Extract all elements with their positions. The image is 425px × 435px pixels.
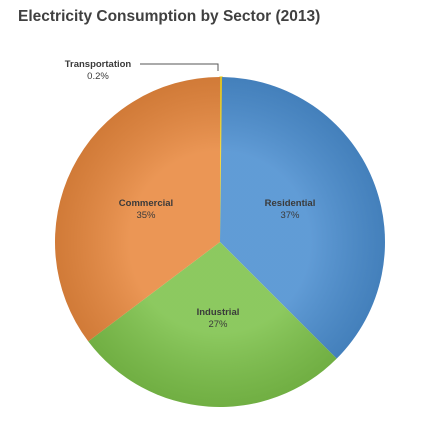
slice-value-residential: 37% [280, 210, 300, 221]
pie-slices [54, 76, 385, 408]
slice-label-residential: Residential [265, 198, 316, 209]
slice-label-industrial: Industrial [197, 307, 240, 318]
transportation-leader-line [140, 63, 219, 71]
slice-value-commercial: 35% [136, 210, 156, 221]
slice-value-industrial: 27% [208, 319, 228, 330]
slice-label-transportation: Transportation [65, 59, 132, 70]
chart-title: Electricity Consumption by Sector (2013) [18, 8, 321, 25]
slice-value-transportation: 0.2% [87, 71, 109, 82]
slice-label-commercial: Commercial [119, 198, 173, 209]
